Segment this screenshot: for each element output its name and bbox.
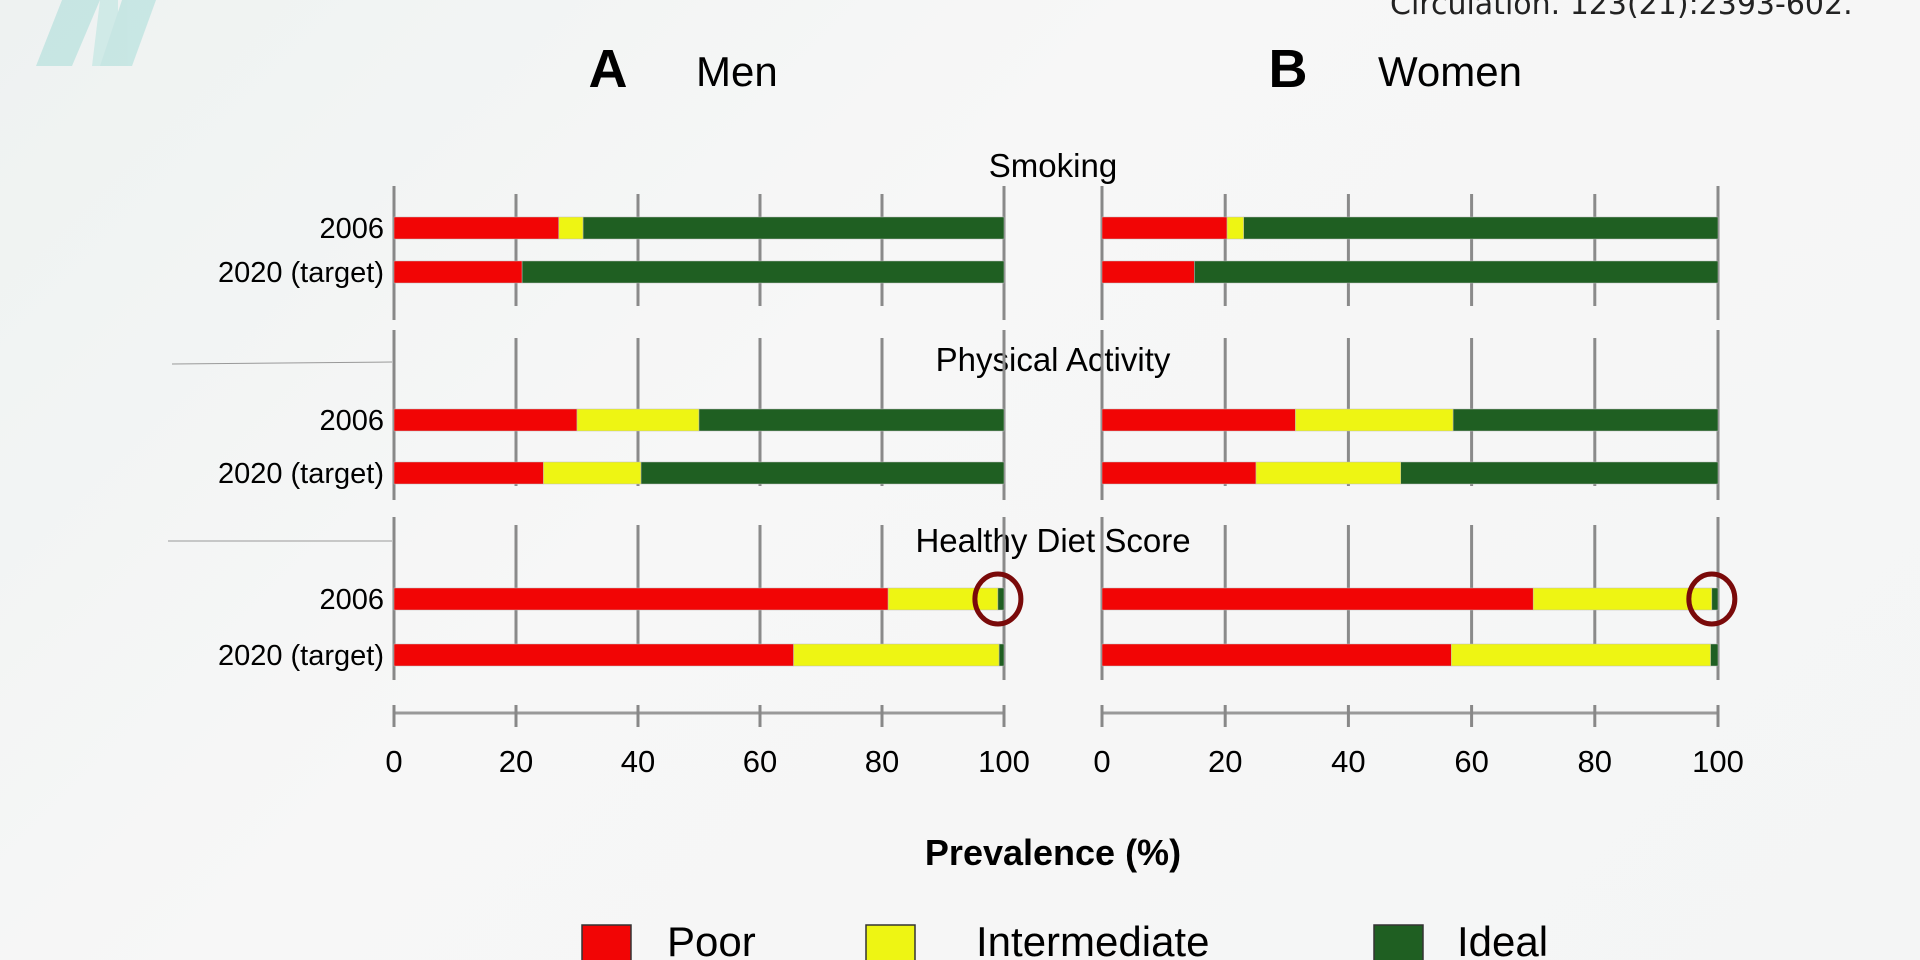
row-label: 2020 (target) — [218, 257, 384, 289]
x-tick-label: 60 — [1454, 744, 1488, 779]
row-label: 2006 — [319, 584, 384, 616]
bar-intermediate — [793, 643, 1000, 667]
bar-ideal — [1711, 587, 1719, 611]
bar-poor — [393, 461, 544, 485]
legend-swatch-poor — [581, 924, 632, 960]
bar-poor — [1101, 587, 1534, 611]
highlight-circle — [972, 571, 1024, 627]
x-tick-label: 80 — [1578, 744, 1612, 779]
bar-poor — [1101, 461, 1257, 485]
x-tick-label: 40 — [1331, 744, 1365, 779]
metric-title: Physical Activity — [936, 341, 1171, 378]
bar-ideal — [1243, 216, 1719, 240]
bar-poor — [393, 408, 578, 432]
bar-ideal — [521, 260, 1005, 284]
bar-ideal — [997, 587, 1005, 611]
bar-ideal — [1400, 461, 1719, 485]
x-tick-label: 100 — [978, 744, 1030, 779]
panel-title: Women — [1378, 48, 1522, 95]
x-tick-label: 20 — [1208, 744, 1242, 779]
legend-label-ideal: Ideal — [1457, 918, 1548, 960]
bar-intermediate — [576, 408, 700, 432]
bar-ideal — [582, 216, 1005, 240]
bar-poor — [393, 587, 889, 611]
highlight-circle — [1686, 571, 1738, 627]
row-label: 2006 — [319, 405, 384, 437]
metric-title: Smoking — [989, 147, 1117, 184]
legend-label-intermediate: Intermediate — [976, 918, 1209, 960]
bar-ideal — [640, 461, 1005, 485]
logo — [36, 0, 156, 66]
bar-poor — [1101, 408, 1296, 432]
row-label: 2020 (target) — [218, 458, 384, 490]
legend-swatch-intermediate — [865, 924, 916, 960]
citation: Circulation. 123(21):2393-602. — [1390, 0, 1853, 22]
bar-ideal — [998, 643, 1005, 667]
bar-poor — [393, 643, 794, 667]
bar-poor — [1101, 643, 1452, 667]
bar-poor — [393, 216, 559, 240]
x-tick-label: 40 — [621, 744, 655, 779]
x-tick-label: 0 — [385, 744, 402, 779]
bar-intermediate — [1451, 643, 1711, 667]
x-tick-label: 100 — [1692, 744, 1744, 779]
bar-poor — [1101, 260, 1195, 284]
bar-intermediate — [1532, 587, 1713, 611]
row-label: 2020 (target) — [218, 640, 384, 672]
panel-title: Men — [696, 48, 778, 95]
bar-poor — [393, 260, 523, 284]
x-tick-label: 0 — [1093, 744, 1110, 779]
x-tick-label: 20 — [499, 744, 533, 779]
x-axis-label: Prevalence (%) — [925, 832, 1181, 873]
bar-ideal — [698, 408, 1005, 432]
decor-line — [171, 361, 393, 365]
bar-ideal — [1710, 643, 1719, 667]
legend-label-poor: Poor — [667, 918, 756, 960]
row-label: 2006 — [319, 213, 384, 245]
panel-letter: A — [589, 39, 628, 99]
bar-ideal — [1452, 408, 1719, 432]
bar-intermediate — [1255, 461, 1402, 485]
bar-intermediate — [543, 461, 642, 485]
bar-intermediate — [1295, 408, 1454, 432]
bar-ideal — [1194, 260, 1719, 284]
x-tick-label: 60 — [743, 744, 777, 779]
legend-swatch-ideal — [1373, 924, 1424, 960]
bar-poor — [1101, 216, 1228, 240]
bar-intermediate — [558, 216, 584, 240]
metric-title: Healthy Diet Score — [915, 522, 1190, 559]
bar-intermediate — [1226, 216, 1244, 240]
bar-intermediate — [887, 587, 999, 611]
x-tick-label: 80 — [865, 744, 899, 779]
panel-letter: B — [1269, 39, 1308, 99]
